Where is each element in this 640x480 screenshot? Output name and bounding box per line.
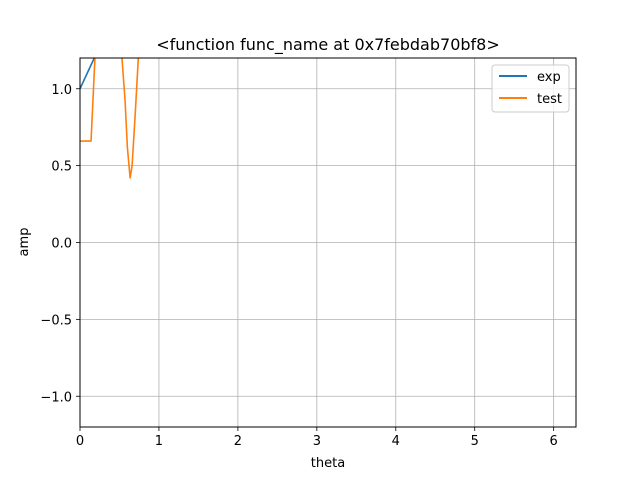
series-line-test: [80, 58, 140, 179]
y-tick-label: −0.5: [40, 313, 72, 328]
legend-label-test: test: [537, 92, 562, 107]
y-tick-label: 0.5: [51, 160, 72, 175]
y-tick-label: 0.0: [51, 237, 72, 252]
x-tick-label: 1: [155, 434, 163, 449]
legend-label-exp: exp: [537, 70, 561, 85]
x-tick-label: 6: [550, 434, 558, 449]
x-tick-label: 3: [313, 434, 321, 449]
series-lines: [80, 58, 140, 179]
y-tick-label: −1.0: [40, 390, 72, 405]
series-line-exp: [80, 58, 96, 90]
y-tick-label: 1.0: [51, 83, 72, 98]
x-tick-label: 5: [471, 434, 479, 449]
x-tick-label: 0: [76, 434, 84, 449]
x-axis: 0 1 2 3 4 5 6: [76, 427, 558, 449]
grid-lines: [79, 58, 576, 427]
y-axis-label: amp: [17, 228, 32, 257]
x-axis-label: theta: [311, 456, 345, 471]
y-axis: −1.0 −0.5 0.0 0.5 1.0: [40, 83, 80, 405]
x-tick-label: 4: [392, 434, 400, 449]
chart-title: <function func_name at 0x7febdab70bf8>: [156, 35, 500, 55]
legend: exp test: [491, 64, 570, 113]
x-tick-label: 2: [234, 434, 242, 449]
